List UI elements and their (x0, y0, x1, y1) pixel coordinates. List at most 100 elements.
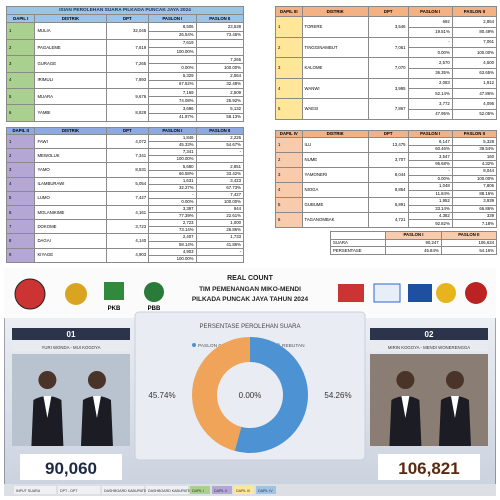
cell: 3,423 (195, 176, 245, 185)
logo (338, 284, 364, 302)
cell: 100.00% (195, 197, 245, 207)
cell: 23,539 (195, 22, 245, 32)
person-shirt (43, 396, 52, 418)
value-label: 54.26% (324, 391, 351, 400)
value-label: 45.74% (148, 391, 175, 400)
cell: 5 (5, 190, 36, 207)
cell: 9 (5, 247, 36, 264)
cell: DOKOME (34, 219, 107, 235)
cell: 66.86% (451, 204, 498, 214)
cell: 2,851 (195, 162, 245, 171)
tab[interactable] (190, 486, 210, 494)
cell: - (195, 247, 245, 256)
cell: KALOME (301, 57, 369, 79)
tab[interactable] (256, 486, 276, 494)
cell: 3,939 (451, 197, 498, 206)
person-body (389, 396, 422, 446)
cell: 7,169 (148, 88, 197, 98)
cell: 106,634 (440, 238, 498, 248)
cell: 7,061 (367, 36, 409, 59)
cell: 5,328 (451, 137, 498, 146)
cell: 9,676 (105, 88, 150, 106)
cell: 36.35% (407, 67, 453, 79)
tab[interactable] (146, 486, 188, 494)
cell: YAMBI (34, 104, 107, 122)
row: 45.33% 54.67% (7, 141, 245, 150)
cell: 1,000 (195, 219, 245, 228)
title-row: ISIAN PEROLEHAN SUARA PILKADA PUNCAK JAY… (6, 5, 244, 16)
cell: 1,048 (407, 182, 453, 191)
cell: 4,072 (105, 134, 150, 150)
tab[interactable] (212, 486, 232, 494)
person-body (31, 396, 64, 446)
cell: 25.92% (195, 96, 245, 106)
header-cell: PASLON I (385, 231, 442, 240)
subtitle: TIM PEMENANGAN MIKO-MENDI (199, 286, 301, 293)
cell: TINGGINAMBUT (301, 36, 369, 59)
cell: 2,564 (195, 71, 245, 81)
cell (195, 47, 245, 57)
cell: FAWI (34, 134, 107, 150)
tab[interactable] (58, 486, 100, 494)
cell: 944 (195, 205, 245, 214)
cell: 100.00% (451, 174, 498, 184)
person-body (438, 396, 471, 446)
legend-swatch (192, 343, 196, 347)
cell: 4,500 (451, 57, 498, 69)
logo (65, 283, 87, 305)
cell: 90,247 (385, 238, 442, 248)
person-shirt (401, 396, 410, 418)
row: 5 GUBUME 5,891 1,952 3,939 (275, 197, 498, 213)
cell: 2,226 (195, 134, 245, 143)
cell: 54.16% (440, 246, 498, 255)
person-shirt (92, 396, 101, 418)
cell: 100.00% (451, 47, 498, 59)
row: 9 KIYAGE 4,903 4,903- (5, 247, 245, 264)
cell: 47.95% (407, 108, 453, 121)
tab-label: DAPIL IV (258, 489, 273, 493)
person-body (80, 396, 113, 446)
cell: YAMONERI (301, 167, 369, 184)
cell: 3,995 (367, 77, 409, 100)
name-band (370, 342, 488, 351)
tab[interactable] (102, 486, 144, 494)
cell: 95.68% (407, 159, 453, 169)
cell: 8,854 (367, 182, 409, 199)
cell: 8,044 (367, 167, 409, 184)
logo (104, 282, 124, 300)
cell: 3 (5, 55, 36, 73)
cell: PERSENTASE (329, 246, 387, 255)
vote-total: 106,821 (398, 459, 459, 478)
row: 6 MOLANIKIME 4,161 3,397 944 (5, 205, 245, 221)
tab-label: DAPIL I (192, 489, 204, 493)
cell: WANWI (301, 77, 369, 100)
cell: TAGANOMBAK (301, 211, 369, 229)
row: 4 NIOGA 8,854 1,048 7,806 (275, 182, 498, 199)
header-cell: DPT (367, 5, 409, 18)
tab[interactable] (14, 486, 56, 494)
cell: 7,427 (105, 190, 150, 207)
cell: 7,619 (105, 38, 150, 57)
cell: NIOGA (301, 182, 369, 199)
cell: 4 (275, 182, 303, 199)
cell: 54.67% (195, 141, 245, 150)
chart-card (134, 311, 366, 461)
cell: 0.00% (148, 63, 197, 73)
cell: 7,341 (148, 148, 197, 157)
name-band (12, 342, 130, 351)
cell: 8,506 (148, 22, 197, 32)
cell: 74.08% (148, 96, 197, 106)
cell: 5,132 (195, 104, 245, 114)
cell: MEWOLUK (34, 148, 107, 164)
cell: 41.86% (195, 240, 245, 249)
header-cell: DAPIL IV (275, 129, 303, 139)
row: 7 DOKOME 3,723 2,723 1,000 (5, 219, 245, 235)
cell: 67.52% (148, 79, 197, 90)
cell: MUARA (34, 88, 107, 106)
cell: 4,903 (148, 247, 197, 256)
tab[interactable] (234, 486, 254, 494)
cell: 1,733 (195, 233, 245, 242)
cell (195, 155, 245, 164)
header-row: DAPIL I DISTRIK DPT PASLON I PASLON II (5, 14, 245, 24)
